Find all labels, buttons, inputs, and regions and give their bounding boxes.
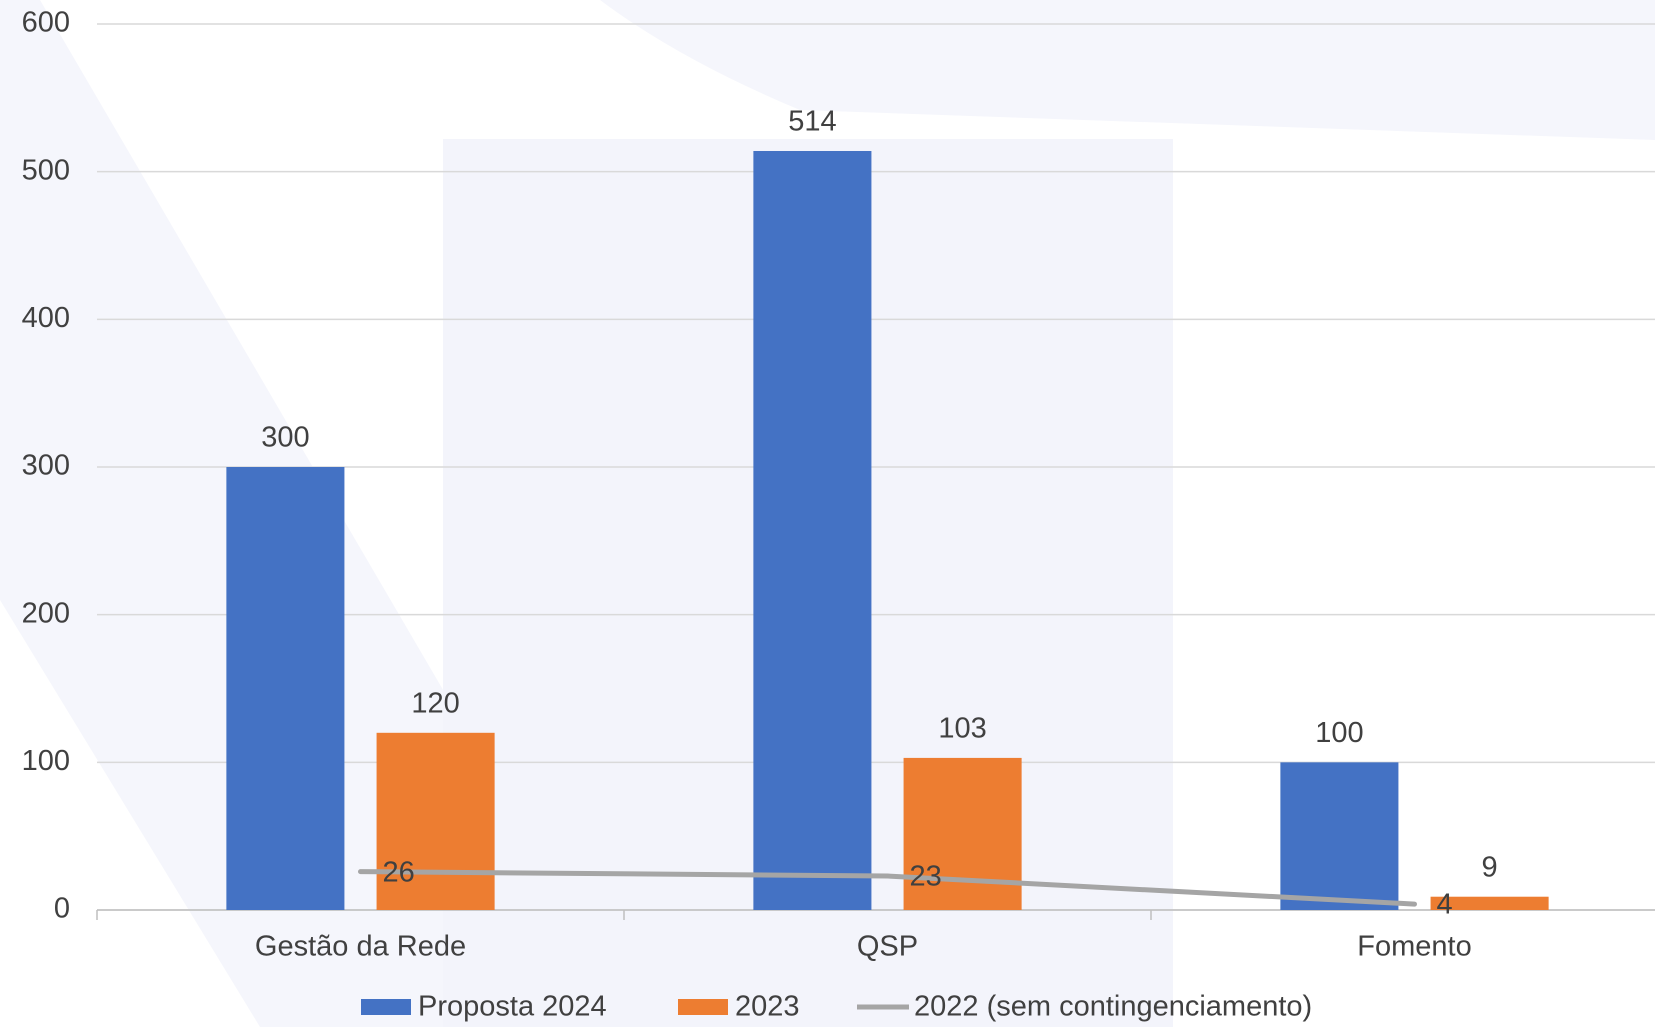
data-label: 514 — [788, 106, 836, 138]
y-tick-label: 300 — [22, 450, 70, 482]
legend-swatch — [678, 999, 728, 1015]
x-tick-label: Fomento — [1357, 931, 1471, 963]
data-label: 100 — [1315, 717, 1363, 749]
legend-label: 2023 — [735, 991, 800, 1023]
data-label: 23 — [910, 861, 942, 893]
legend-label: 2022 (sem contingenciamento) — [914, 991, 1312, 1023]
line — [358, 869, 1417, 907]
legend-swatch — [361, 999, 411, 1015]
bar — [753, 150, 872, 910]
data-label: 300 — [261, 422, 309, 454]
x-tick-label: QSP — [857, 931, 918, 963]
bar — [903, 757, 1022, 910]
y-tick-label: 500 — [22, 154, 70, 186]
data-label: 26 — [383, 856, 415, 888]
legend-label: Proposta 2024 — [418, 991, 607, 1023]
bar — [1280, 762, 1399, 910]
y-tick-label: 200 — [22, 597, 70, 629]
bar — [1430, 896, 1549, 910]
bar — [226, 467, 345, 910]
data-label: 120 — [411, 687, 459, 719]
y-tick-label: 400 — [22, 302, 70, 334]
y-tick-label: 100 — [22, 745, 70, 777]
y-tick-label: 600 — [22, 7, 70, 39]
bar — [376, 732, 495, 910]
data-label: 4 — [1437, 889, 1453, 921]
data-label: 103 — [938, 713, 986, 745]
decor — [600, 0, 1655, 140]
data-label: 9 — [1482, 851, 1498, 883]
y-tick-label: 0 — [54, 893, 70, 925]
x-tick-label: Gestão da Rede — [255, 931, 466, 963]
